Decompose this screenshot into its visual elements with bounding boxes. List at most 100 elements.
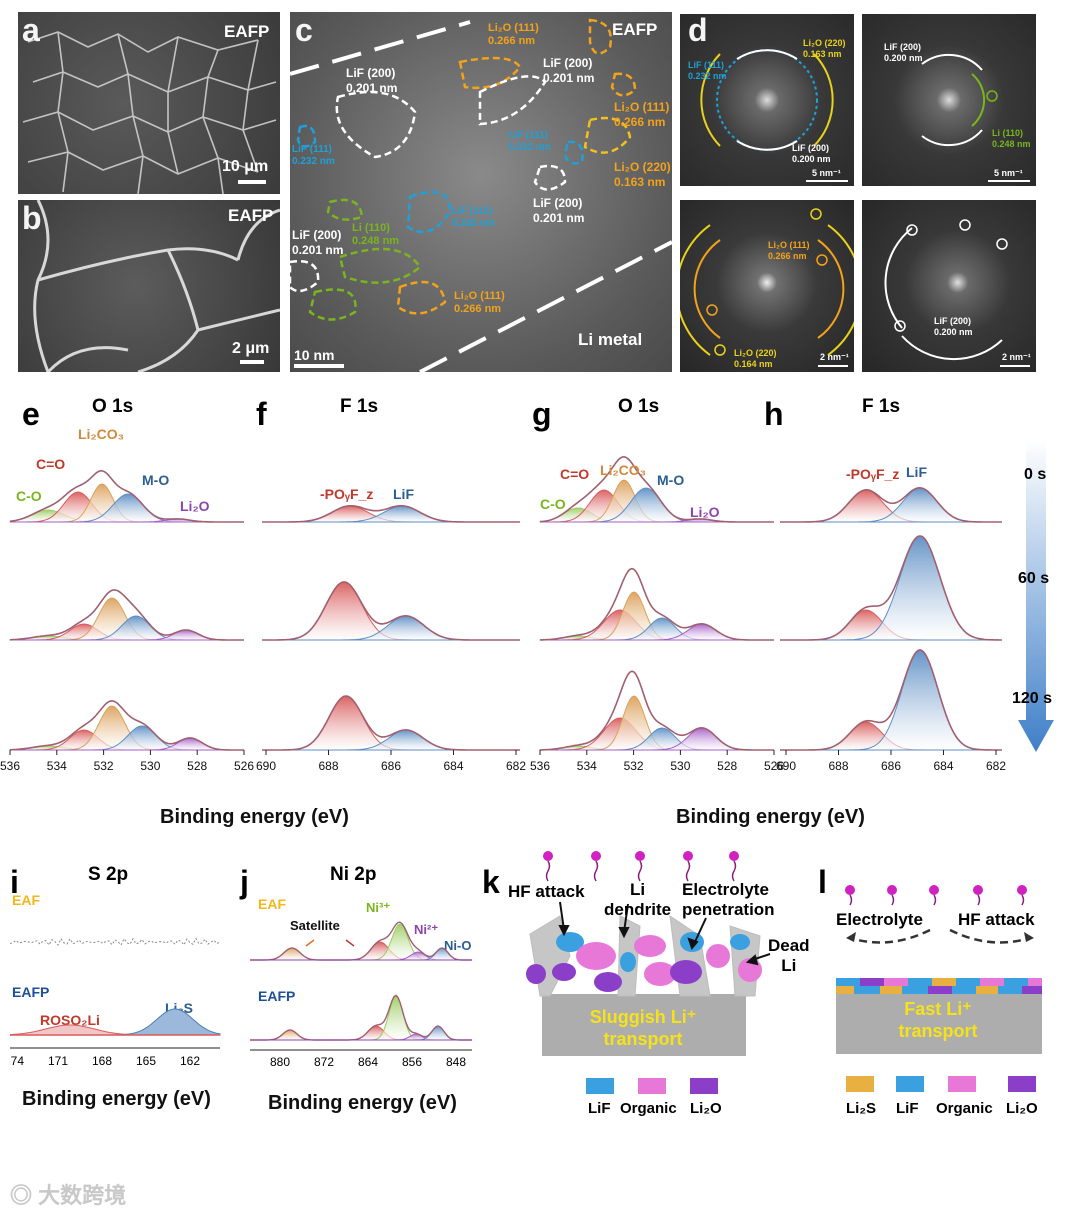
g-tick-label-1: 534 xyxy=(577,759,597,773)
j-tick-label-1: 872 xyxy=(314,1055,334,1069)
j-eaf-envelope xyxy=(250,921,472,961)
annotation-lif-200-bottom: LiF (200) 0.201 nm xyxy=(292,228,344,257)
fft-panel-4 xyxy=(862,200,1036,372)
j-tick-label-2: 864 xyxy=(358,1055,378,1069)
f-tick-label-3: 684 xyxy=(443,759,463,773)
time-120s: 120 s xyxy=(1012,690,1053,707)
panel-letter-g: g xyxy=(532,396,552,432)
annotation-li2o-111-bottom: Li₂O (111) 0.266 nm xyxy=(454,290,505,315)
fft3-label-li2o-111: Li₂O (111) 0.266 nm xyxy=(768,240,810,261)
electrolyte-molecules-k xyxy=(543,851,739,882)
fft2-scale-label: 5 nm⁻¹ xyxy=(994,168,1023,178)
h-envelope-2 xyxy=(780,649,1002,751)
g-tick-label-4: 528 xyxy=(717,759,737,773)
f-tick-label-1: 688 xyxy=(318,759,338,773)
scale-bar-c xyxy=(294,364,344,368)
panel-letter-h: h xyxy=(764,396,784,432)
i-tick-label-1: 171 xyxy=(48,1054,68,1068)
h-tick-label-4: 682 xyxy=(986,759,1006,773)
k-legend-organic-swatch xyxy=(638,1078,666,1094)
watermark: ◎ 大数跨境 xyxy=(10,1178,126,1210)
annotation-li2o-220: Li₂O (220) 0.163 nm xyxy=(614,160,671,189)
f-envelope-1 xyxy=(262,581,520,641)
h-peak-2-1 xyxy=(780,649,1002,751)
j-label-ni3: Ni³⁺ xyxy=(366,900,391,915)
i-label-eaf: EAF xyxy=(12,892,40,908)
tag-eafp-c: EAFP xyxy=(612,20,658,39)
li-metal-slab-l xyxy=(836,994,1042,1054)
sei-layer-l xyxy=(836,978,1042,994)
j-label-nio: Ni-O xyxy=(444,938,472,953)
sei-particles-k xyxy=(526,932,762,992)
l-label-hf-attack: HF attack xyxy=(958,910,1035,929)
l-legend-lif: LiF xyxy=(896,1100,919,1117)
title-i: S 2p xyxy=(88,864,129,885)
e-label-li2o: Li₂O xyxy=(180,498,210,514)
scale-bar-a xyxy=(238,180,266,184)
l-legend-lif-swatch xyxy=(896,1076,924,1092)
k-legend-lif-swatch xyxy=(586,1078,614,1094)
g-tick-label-5: 526 xyxy=(764,759,784,773)
xps-spectrum-i: 174 171 168 165 162 xyxy=(10,937,221,1068)
annotation-li2o-111-right: Li₂O (111) 0.266 nm xyxy=(614,100,670,129)
schematic-k xyxy=(526,851,771,1056)
fft1-label-li2o-220: Li₂O (220) 0.163 nm xyxy=(803,38,846,59)
k-legend-li2o-swatch xyxy=(690,1078,718,1094)
j-label-ni2: Ni²⁺ xyxy=(414,922,439,937)
annotation-lif-200-left: LiF (200) 0.201 nm xyxy=(346,66,398,95)
k-label-li-dendrite: Li dendrite xyxy=(604,880,672,919)
panel-letter-e: e xyxy=(22,396,40,432)
panel-letter-k: k xyxy=(482,864,500,900)
scale-label-b: 2 μm xyxy=(232,340,270,357)
fft3-scale-bar xyxy=(818,365,848,367)
j-tick-label-4: 848 xyxy=(446,1055,466,1069)
k-label-dead-li: Dead Li xyxy=(768,936,810,975)
fft1-label-lif-200: LiF (200) 0.200 nm xyxy=(792,143,831,164)
k-legend-organic: Organic xyxy=(620,1100,677,1117)
h-peak-0-1 xyxy=(780,487,1002,523)
h-label-lif: LiF xyxy=(906,464,927,480)
e-label-c-o: C-O xyxy=(16,488,42,504)
watermark-text: 大数跨境 xyxy=(38,1183,127,1208)
f-label-lif: LiF xyxy=(393,486,414,502)
scale-label-c: 10 nm xyxy=(294,347,335,363)
i-tick-label-2: 168 xyxy=(92,1054,112,1068)
j-xlabel: Binding energy (eV) xyxy=(268,1092,457,1114)
g-tick-label-3: 530 xyxy=(670,759,690,773)
g-tick-label-0: 536 xyxy=(530,759,550,773)
e-label-c-eq-o: C=O xyxy=(36,456,66,472)
panel-letter-a: a xyxy=(22,12,40,48)
i-tick-label-3: 165 xyxy=(136,1054,156,1068)
i-label-rosoli: ROSO₂Li xyxy=(40,1012,100,1028)
e-label-m-o: M-O xyxy=(142,472,170,488)
annotation-lif-200-mid: LiF (200) 0.201 nm xyxy=(543,56,595,85)
time-60s: 60 s xyxy=(1018,570,1050,587)
time-arrow xyxy=(1018,440,1054,752)
e-tick-label-3: 530 xyxy=(140,759,160,773)
j-tick-label-0: 880 xyxy=(270,1055,290,1069)
h-peak-1-1 xyxy=(780,535,1002,641)
l-label-fast-transport: Fast Li⁺ transport xyxy=(898,999,978,1041)
h-envelope-1 xyxy=(780,535,1002,641)
l-legend-li2o: Li₂O xyxy=(1006,1100,1038,1117)
tag-eafp-a: EAFP xyxy=(224,22,270,41)
fft2-label-lif-200: LiF (200) 0.200 nm xyxy=(884,42,923,63)
h-envelope-0 xyxy=(780,486,1002,523)
xps-spectra: 536 534 532 530 528 526 690 688 686 684 682 536 534 5… xyxy=(0,455,1006,773)
g-label-m-o: M-O xyxy=(657,472,685,488)
i-eaf-trace xyxy=(10,937,221,946)
fft-panel-2 xyxy=(862,14,1036,186)
xps-xlabel-left: Binding energy (eV) xyxy=(160,806,349,828)
annotation-lif-200-lower: LiF (200) 0.201 nm xyxy=(533,196,585,225)
fft1-scale-bar xyxy=(806,180,848,182)
f-tick-label-2: 686 xyxy=(381,759,401,773)
h-tick-label-3: 684 xyxy=(933,759,953,773)
region-li-metal: Li metal xyxy=(578,330,643,349)
f-tick-label-0: 690 xyxy=(256,759,276,773)
fft4-scale-label: 2 nm⁻¹ xyxy=(1002,352,1031,362)
k-legend-li2o: Li₂O xyxy=(690,1100,722,1117)
g-label-c-eq-o: C=O xyxy=(560,466,590,482)
grain-network-b xyxy=(33,200,280,372)
xps-xlabel-right: Binding energy (eV) xyxy=(676,806,865,828)
fft4-label-lif-200: LiF (200) 0.200 nm xyxy=(934,316,973,337)
